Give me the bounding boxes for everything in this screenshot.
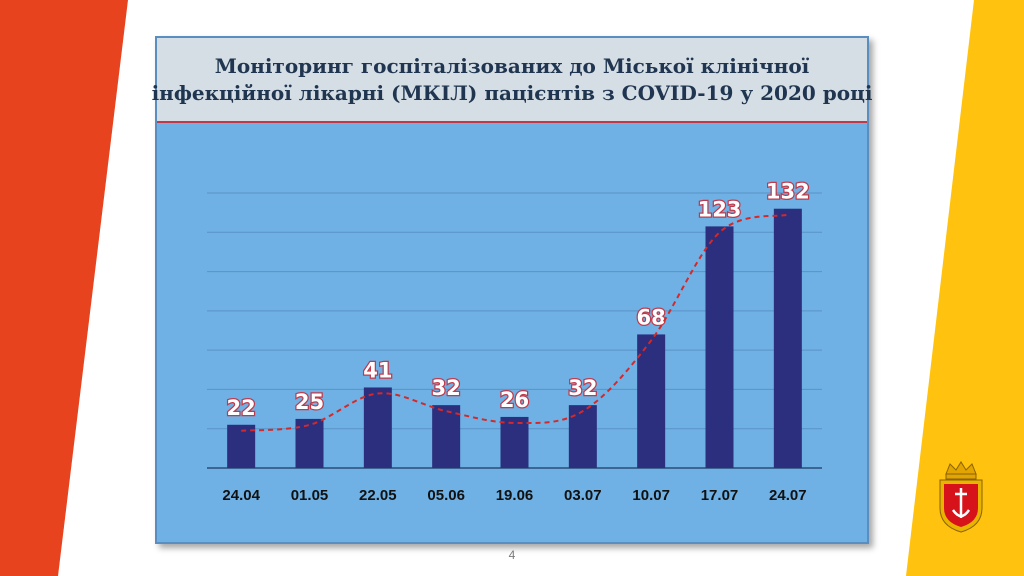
x-tick-label: 05.06 [427,487,465,504]
bar-chart: 24.04 22 01.05 25 22.05 41 05.06 32 19.06 26 03.07… [207,178,822,504]
x-tick-label: 19.06 [496,487,534,504]
bar [295,418,324,468]
bar [363,387,392,468]
x-tick-label: 24.07 [769,487,807,504]
bar [568,405,597,468]
x-tick-label: 03.07 [564,487,602,504]
bar [432,405,461,468]
bar [500,416,529,468]
chart-title-line-1: Моніторинг госпіталізованих до Міської к… [214,53,810,78]
data-label: 32 [568,376,597,400]
data-label: 41 [363,358,392,382]
right-yellow-band [906,0,1024,576]
data-label: 32 [432,376,461,400]
x-tick-label: 01.05 [291,487,329,504]
page-number: 4 [508,548,516,562]
x-tick-label: 24.04 [222,487,260,504]
bar [637,334,666,468]
odesa-coat-of-arms-icon [939,461,983,533]
chart-panel: Моніторинг госпіталізованих до Міської к… [152,36,872,544]
data-label: 132 [766,180,810,204]
trend-line [241,213,789,432]
x-tick-label: 17.07 [701,487,739,504]
data-label: 26 [500,388,529,412]
chart-title-band: Моніторинг госпіталізованих до Міської к… [152,38,872,123]
data-label: 22 [227,396,256,420]
x-tick-label: 22.05 [359,487,397,504]
x-tick-label: 10.07 [632,487,670,504]
chart-title-line-2: інфекційної лікарні (МКІЛ) пацієнтів з C… [151,80,873,105]
bar [227,424,256,468]
bar [773,208,802,468]
bar [705,226,734,468]
left-red-band [0,0,128,576]
data-label: 25 [295,390,324,414]
data-label: 123 [698,197,742,221]
